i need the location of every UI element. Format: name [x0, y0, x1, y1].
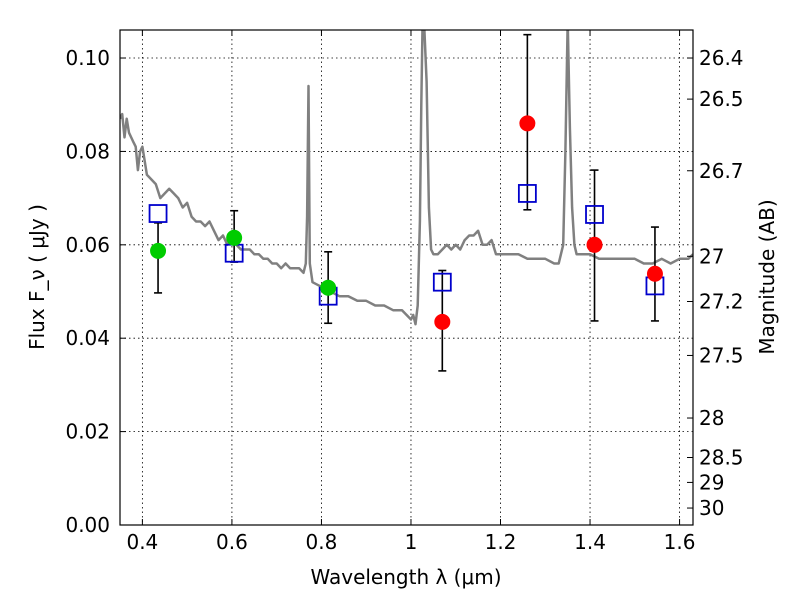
magnitude-tick-label: 27	[699, 244, 724, 268]
data-point	[519, 115, 536, 132]
magnitude-tick-label: 29	[699, 470, 724, 494]
x-tick-label: 1	[405, 530, 418, 554]
axis-ticks	[120, 30, 693, 526]
y-axis-label: Flux F_ν ( μJy )	[25, 204, 49, 350]
data-point	[226, 229, 243, 246]
y-tick-labels: 0.00 0.02 0.04 0.06 0.08 0.10	[65, 46, 110, 537]
magnitude-tick-label: 28.5	[699, 446, 744, 470]
data-point	[150, 242, 167, 259]
magnitude-tick-label: 27.2	[699, 289, 744, 313]
x-tick-label: 1.6	[664, 530, 696, 554]
model-spectrum-line	[120, 30, 693, 326]
x-tick-label: 0.4	[126, 530, 158, 554]
data-point	[646, 265, 663, 282]
x-axis-label: Wavelength λ (μm)	[310, 565, 501, 589]
y-tick-label: 0.02	[65, 420, 110, 444]
x-tick-labels: 0.4 0.6 0.8 1 1.2 1.4 1.6	[126, 530, 695, 554]
magnitude-tick-label: 26.5	[699, 87, 744, 111]
y-tick-label: 0.10	[65, 46, 110, 70]
magnitude-tick-label: 30	[699, 496, 724, 520]
magnitude-tick-label: 28	[699, 406, 724, 430]
y-tick-label: 0.08	[65, 139, 110, 163]
plot-frame	[119, 29, 694, 526]
model-squares	[148, 184, 665, 306]
magnitude-tick-label: 27.5	[699, 343, 744, 367]
model-square	[585, 205, 604, 224]
model-square	[432, 272, 452, 292]
error-bars	[154, 33, 659, 372]
model-square	[517, 184, 537, 203]
x-tick-label: 0.6	[216, 530, 248, 554]
x-tick-label: 1.2	[485, 530, 517, 554]
data-point	[320, 279, 337, 296]
observed-points	[150, 115, 663, 330]
model-square	[148, 204, 168, 223]
y-tick-label: 0.04	[65, 326, 110, 350]
magnitude-tick-label: 26.7	[699, 159, 744, 183]
x-tick-label: 0.8	[306, 530, 338, 554]
right-axis-label: Magnitude (AB)	[755, 199, 779, 354]
data-point	[434, 313, 451, 330]
y-tick-label: 0.06	[65, 233, 110, 257]
model-spectrum-path	[120, 30, 693, 326]
magnitude-tick-label: 26.4	[699, 46, 744, 70]
data-point	[586, 236, 603, 253]
y-tick-label: 0.00	[65, 513, 110, 537]
x-tick-label: 1.4	[574, 530, 606, 554]
grid-lines	[120, 30, 693, 526]
